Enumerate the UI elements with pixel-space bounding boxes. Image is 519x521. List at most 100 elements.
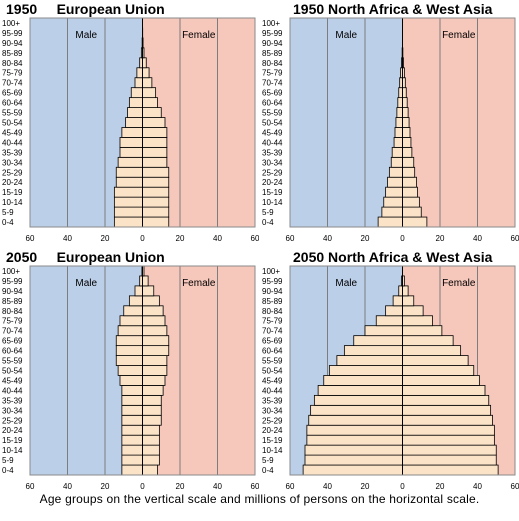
age-label: 40-44 <box>2 138 23 147</box>
female-bar <box>402 206 422 218</box>
male-bar <box>397 97 403 108</box>
x-tick-label: 0 <box>400 482 405 491</box>
age-label: 45-49 <box>2 376 23 385</box>
male-bar <box>302 464 403 476</box>
male-bar <box>128 295 143 307</box>
male-bar <box>113 206 143 218</box>
male-bar <box>328 365 403 376</box>
male-bar <box>385 186 403 198</box>
legend-female: Female <box>182 30 216 41</box>
age-label: 25-29 <box>2 168 23 177</box>
age-label: 80-84 <box>262 59 283 68</box>
male-bar <box>121 127 143 138</box>
female-bar <box>142 355 168 366</box>
age-label: 95-99 <box>262 29 283 38</box>
age-label: 85-89 <box>2 49 23 58</box>
age-label: 75-79 <box>262 69 283 78</box>
age-label: 25-29 <box>262 168 283 177</box>
male-bar <box>121 385 143 396</box>
female-bar <box>142 454 160 466</box>
male-bar <box>117 325 143 337</box>
age-label: 15-19 <box>2 436 23 445</box>
age-label: 20-24 <box>2 178 23 187</box>
male-bar <box>115 166 143 178</box>
age-label: 55-59 <box>262 357 283 366</box>
x-tick-label: 0 <box>140 234 145 243</box>
male-bar <box>117 365 143 376</box>
age-label: 60-64 <box>2 347 23 356</box>
female-bar <box>142 365 168 376</box>
male-bar <box>119 137 143 148</box>
female-bar <box>142 127 168 138</box>
male-bar <box>127 107 143 118</box>
age-label: 100+ <box>2 19 20 28</box>
male-bar <box>121 464 143 476</box>
chart-title: 1950 European Union <box>6 1 165 17</box>
age-label: 65-69 <box>262 337 283 346</box>
panel-nafr-2050: 2050 North Africa & West Asia Male Female… <box>260 248 519 494</box>
male-bar <box>385 305 403 317</box>
female-bar <box>402 295 415 307</box>
age-label: 75-79 <box>262 317 283 326</box>
female-bar <box>402 216 428 228</box>
male-bar <box>375 315 403 327</box>
age-label: 45-49 <box>262 128 283 137</box>
male-bar <box>115 335 143 347</box>
age-label: 80-84 <box>262 307 283 316</box>
male-bar <box>313 394 403 406</box>
age-label: 85-89 <box>262 49 283 58</box>
female-bar <box>402 404 492 416</box>
female-bar <box>142 57 147 69</box>
age-label: 35-39 <box>262 148 283 157</box>
male-bar <box>387 176 403 188</box>
female-bar <box>142 216 170 228</box>
plot-border <box>29 17 256 228</box>
legend-male: Male <box>75 30 97 41</box>
age-label: 90-94 <box>262 287 283 296</box>
male-bar <box>136 67 143 79</box>
female-bar <box>402 444 497 456</box>
female-bar <box>142 176 170 188</box>
male-bar <box>121 444 143 456</box>
female-bar <box>402 166 416 178</box>
female-bar <box>142 206 170 218</box>
age-label: 30-34 <box>262 158 283 167</box>
male-bar <box>306 434 403 446</box>
age-label: 55-59 <box>2 357 23 366</box>
x-tick-label: 20 <box>101 234 110 243</box>
female-bar <box>142 77 153 89</box>
male-bar <box>390 156 403 168</box>
age-label: 15-19 <box>262 436 283 445</box>
chart-title: 2050 European Union <box>6 249 165 265</box>
female-bar <box>142 335 170 347</box>
male-bar <box>398 285 403 297</box>
age-label: 50-54 <box>262 367 283 376</box>
x-tick-label: 40 <box>323 482 332 491</box>
age-label: 30-34 <box>2 406 23 415</box>
male-bar <box>123 305 143 317</box>
female-bar <box>142 315 166 327</box>
male-bar <box>113 196 143 208</box>
female-bar <box>402 117 410 128</box>
x-tick-label: 0 <box>400 234 405 243</box>
female-bar <box>402 355 469 366</box>
male-bar <box>336 355 403 366</box>
pyramid-chart: Male Female 0-45-910-1415-1920-2425-2930-3… <box>2 17 260 243</box>
age-label: 45-49 <box>262 376 283 385</box>
age-label: 10-14 <box>2 198 23 207</box>
age-label: 0-4 <box>262 218 274 227</box>
x-tick-label: 60 <box>251 482 259 491</box>
x-tick-label: 40 <box>213 482 222 491</box>
female-bar <box>402 97 408 108</box>
male-bar <box>395 117 403 128</box>
x-tick-label: 0 <box>140 482 145 491</box>
female-bar <box>142 404 162 416</box>
male-bar <box>383 196 403 208</box>
age-label: 65-69 <box>262 89 283 98</box>
legend-female: Female <box>182 278 216 289</box>
male-bar <box>317 385 403 396</box>
female-bar <box>142 444 160 456</box>
age-label: 5-9 <box>262 208 274 217</box>
male-bar <box>396 107 403 118</box>
legend-male: Male <box>335 278 357 289</box>
